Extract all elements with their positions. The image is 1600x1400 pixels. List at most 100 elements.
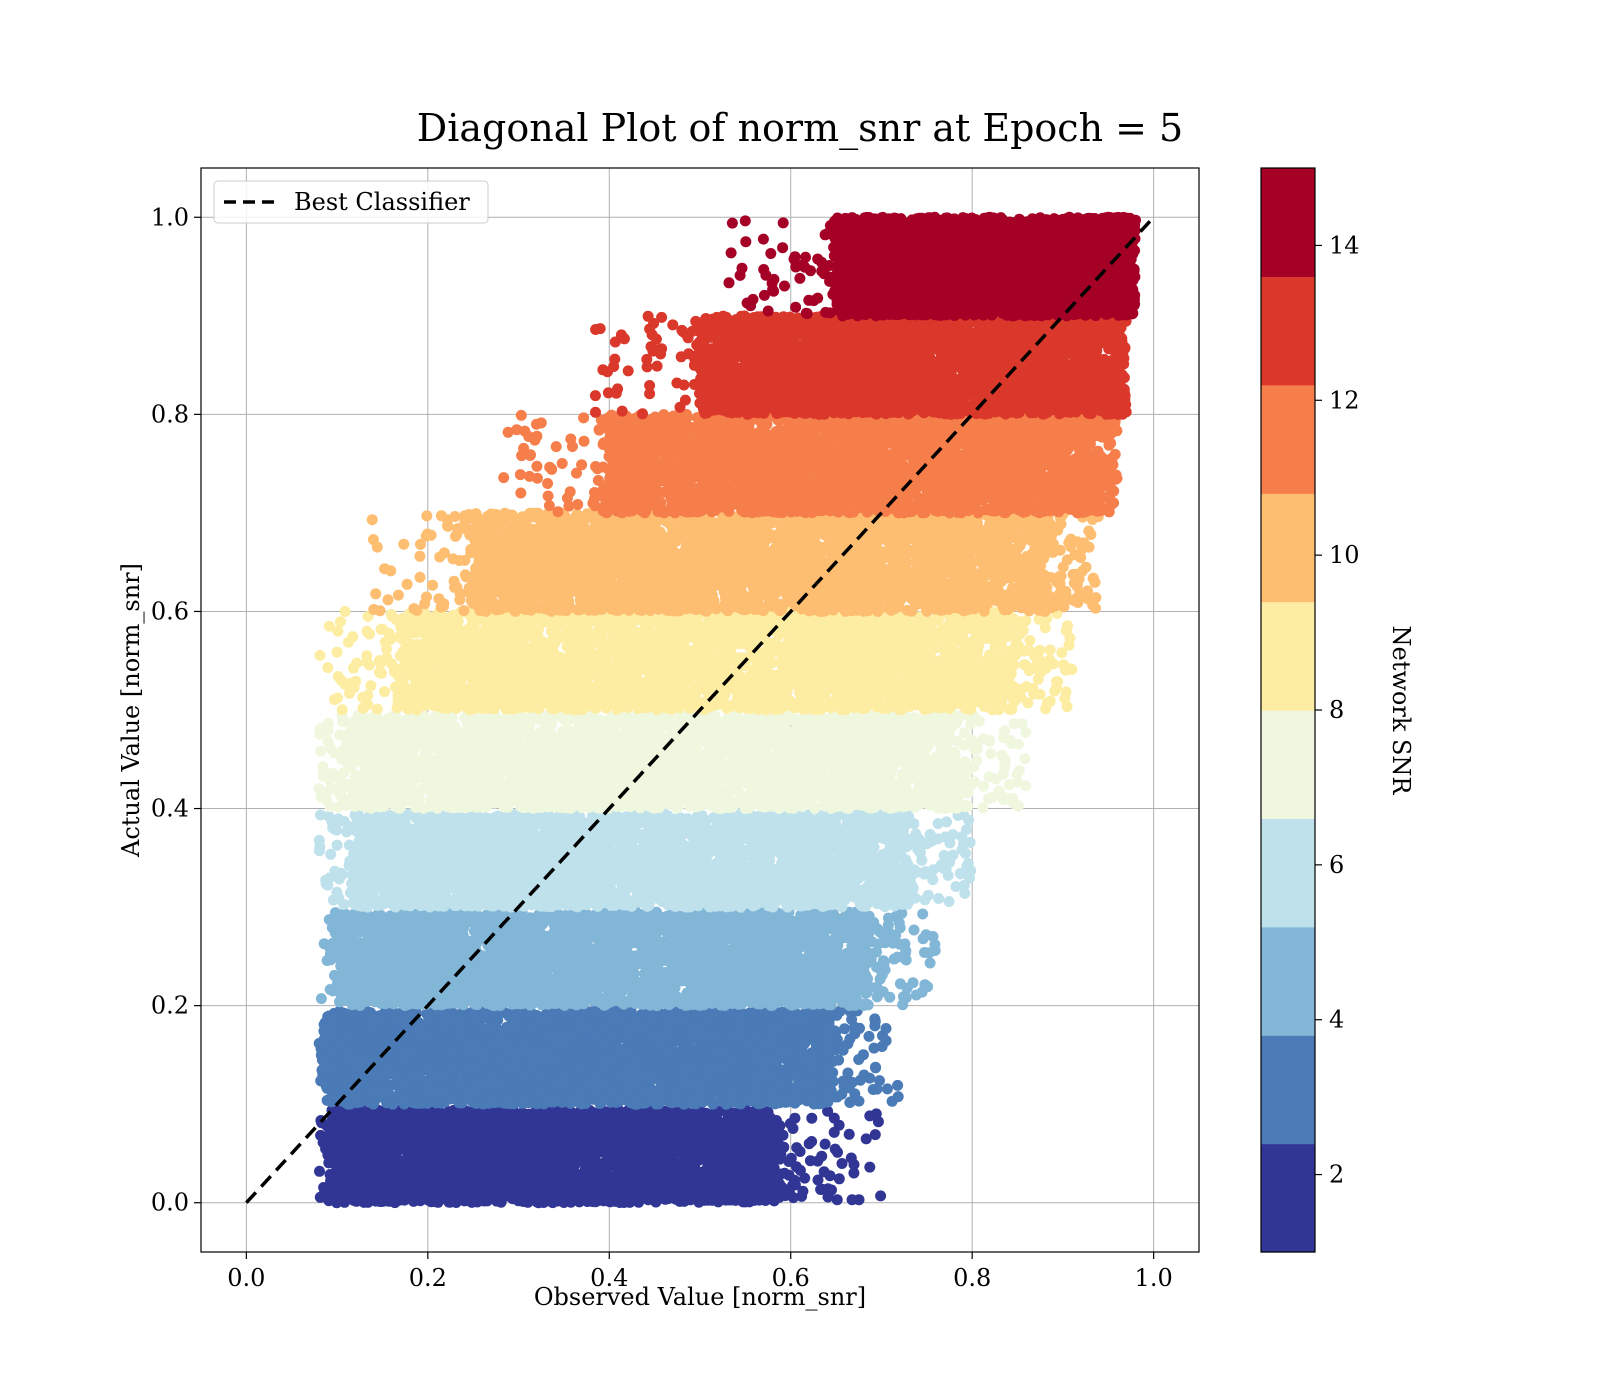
scatter-point [864,1162,875,1173]
scatter-point [875,1190,886,1201]
scatter-point [323,1195,334,1206]
scatter-point [530,1171,541,1182]
scatter-point [323,1131,334,1142]
scatter-point [445,1197,456,1208]
scatter-point [711,1109,722,1120]
scatter-point [411,1151,422,1162]
scatter-point [468,1162,479,1173]
scatter-point [772,1130,783,1141]
scatter-point [540,1164,551,1175]
scatter-point [710,1168,721,1179]
scatter-point [370,1120,381,1131]
scatter-series-band-0 [314,1104,886,1209]
scatter-point [847,1194,858,1205]
scatter-point [359,1160,370,1171]
scatter-point [773,1184,784,1195]
scatter-point [512,1171,523,1182]
scatter-point [419,1186,430,1197]
scatter-point [498,1192,509,1203]
scatter-point [376,1135,387,1146]
scatter-point [364,1131,375,1142]
scatter-point [551,1145,562,1156]
scatter-point [617,1133,628,1144]
scatter-point [834,1120,845,1131]
scatter-point [692,1152,703,1163]
scatter-point [642,1159,653,1170]
scatter-point [494,1127,505,1138]
scatter-point [582,1196,593,1207]
scatter-point [371,1148,382,1159]
scatter-point [795,1146,806,1157]
scatter-point [603,1118,614,1129]
scatter-point [767,1173,778,1184]
scatter-point [679,1124,690,1135]
scatter-point [554,1166,565,1177]
scatter-point [612,1165,623,1176]
scatter-point [614,1194,625,1205]
scatter-point [521,1142,532,1153]
scatter-point [767,1140,778,1151]
scatter-point [671,1108,682,1119]
scatter-point [742,1137,753,1148]
scatter-point [673,1163,684,1174]
scatter-point [369,1183,380,1194]
scatter-point [622,1174,633,1185]
scatter-point [633,1169,644,1180]
scatter-point [442,1160,453,1171]
scatter-point [476,1186,487,1197]
scatter-point [748,1187,759,1198]
scatter-point [738,1196,749,1207]
scatter-point [570,1140,581,1151]
scatter-point [703,1156,714,1167]
scatter-point [518,1124,529,1135]
scatter-point [587,1151,598,1162]
scatter-point [369,1162,380,1173]
scatter-point [485,1180,496,1191]
scatter-points [314,212,1142,1208]
scatter-point [384,1196,395,1207]
scatter-point [652,1114,663,1125]
scatter-point [661,1128,672,1139]
scatter-point [357,1180,368,1191]
scatter-point [415,1170,426,1181]
scatter-point [355,1124,366,1135]
scatter-point [441,1173,452,1184]
scatter-point [820,1139,831,1150]
scatter-point [393,1177,404,1188]
scatter-point [659,1179,670,1190]
scatter-point [558,1112,569,1123]
scatter-series-band-1 [314,1005,904,1110]
scatter-point [754,1112,765,1123]
scatter-point [861,1133,872,1144]
scatter-point [550,1191,561,1202]
scatter-point [642,1122,653,1133]
scatter-point [579,1111,590,1122]
scatter-point [436,1108,447,1119]
scatter-point [551,1123,562,1134]
scatter-point [771,1151,782,1162]
scatter-point [318,1182,329,1193]
scatter-point [637,1143,648,1154]
scatter-point [717,1180,728,1191]
scatter-point [595,1180,606,1191]
scatter-point [639,1190,650,1201]
scatter-point [799,1173,810,1184]
scatter-point [463,1194,474,1205]
scatter-point [715,1152,726,1163]
scatter-point [674,1192,685,1203]
scatter-point [806,1113,817,1124]
scatter-point [590,1118,601,1129]
scatter-point [526,1184,537,1195]
scatter-point [688,1163,699,1174]
scatter-point [659,1189,670,1200]
scatter-point [496,1178,507,1189]
scatter-point [446,1148,457,1159]
scatter-point [328,1145,339,1156]
scatter-point [396,1155,407,1166]
scatter-point [791,1161,802,1172]
scatter-point [455,1179,466,1190]
scatter-point [383,1159,394,1170]
scatter-point [832,1147,843,1158]
scatter-point [479,1136,490,1147]
